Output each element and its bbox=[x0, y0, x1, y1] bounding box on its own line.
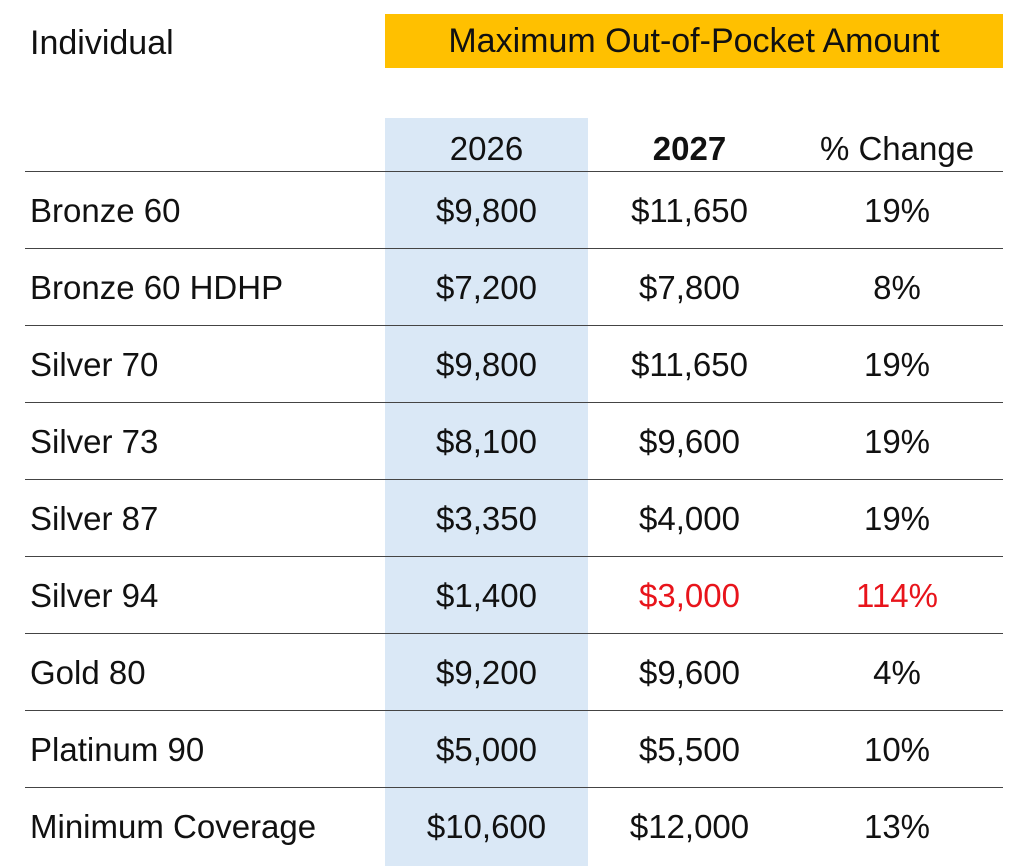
row-plan-name: Silver 73 bbox=[30, 422, 159, 460]
row-pct-change: 19% bbox=[863, 191, 931, 229]
row-plan-name: Gold 80 bbox=[30, 653, 146, 691]
row-pct-change: 8% bbox=[873, 268, 921, 306]
table-row: Gold 80 $9,200 $9,600 4% bbox=[25, 633, 1003, 711]
table-row: Bronze 60 HDHP $7,200 $7,800 8% bbox=[25, 248, 1003, 326]
row-2026-value: $9,800 bbox=[436, 345, 537, 383]
row-2027-value: $11,650 bbox=[631, 345, 748, 383]
section-label: Individual bbox=[30, 24, 174, 62]
header-plan bbox=[30, 118, 385, 175]
row-2027-value: $9,600 bbox=[639, 653, 740, 691]
table-row: Silver 73 $8,100 $9,600 19% bbox=[25, 402, 1003, 480]
row-pct-change: 13% bbox=[863, 807, 931, 845]
header-row: 2026 2027 % Change bbox=[25, 118, 1003, 171]
row-2026-value: $1,400 bbox=[436, 576, 537, 614]
row-2026-value: $9,800 bbox=[436, 191, 537, 229]
row-pct-change: 19% bbox=[863, 499, 931, 537]
row-plan-name: Bronze 60 bbox=[30, 191, 181, 229]
table-row: Bronze 60 $9,800 $11,650 19% bbox=[25, 171, 1003, 249]
row-plan-name: Silver 70 bbox=[30, 345, 159, 383]
row-2026-value: $7,200 bbox=[436, 268, 537, 306]
row-plan-name: Minimum Coverage bbox=[30, 807, 317, 845]
row-2027-value: $3,000 bbox=[639, 576, 740, 614]
table-title-banner: Maximum Out-of-Pocket Amount bbox=[385, 14, 1003, 68]
table-row: Silver 94 $1,400 $3,000 114% bbox=[25, 556, 1003, 634]
row-plan-name: Bronze 60 HDHP bbox=[30, 268, 284, 306]
row-plan-name: Silver 94 bbox=[30, 576, 159, 614]
row-pct-change: 114% bbox=[856, 576, 938, 614]
table-row: Silver 87 $3,350 $4,000 19% bbox=[25, 479, 1003, 557]
row-pct-change: 19% bbox=[863, 422, 931, 460]
row-2026-value: $9,200 bbox=[436, 653, 537, 691]
row-2027-value: $4,000 bbox=[639, 499, 740, 537]
row-plan-name: Silver 87 bbox=[30, 499, 159, 537]
header-2027: 2027 bbox=[652, 129, 727, 167]
header-2026: 2026 bbox=[449, 129, 524, 167]
table-row: Platinum 90 $5,000 $5,500 10% bbox=[25, 710, 1003, 788]
column-2026-shade bbox=[385, 118, 588, 866]
row-2026-value: $5,000 bbox=[436, 730, 537, 768]
row-2026-value: $10,600 bbox=[426, 807, 547, 845]
row-2027-value: $9,600 bbox=[639, 422, 740, 460]
row-pct-change: 4% bbox=[873, 653, 921, 691]
row-2027-value: $11,650 bbox=[631, 191, 748, 229]
row-2027-value: $12,000 bbox=[629, 807, 750, 845]
table-row: Minimum Coverage $10,600 $12,000 13% bbox=[25, 787, 1003, 865]
header-pct-change: % Change bbox=[819, 129, 975, 167]
row-plan-name: Platinum 90 bbox=[30, 730, 205, 768]
row-2027-value: $5,500 bbox=[639, 730, 740, 768]
row-2027-value: $7,800 bbox=[639, 268, 740, 306]
row-2026-value: $8,100 bbox=[436, 422, 537, 460]
row-2026-value: $3,350 bbox=[436, 499, 537, 537]
row-pct-change: 10% bbox=[863, 730, 931, 768]
row-pct-change: 19% bbox=[863, 345, 931, 383]
table-row: Silver 70 $9,800 $11,650 19% bbox=[25, 325, 1003, 403]
